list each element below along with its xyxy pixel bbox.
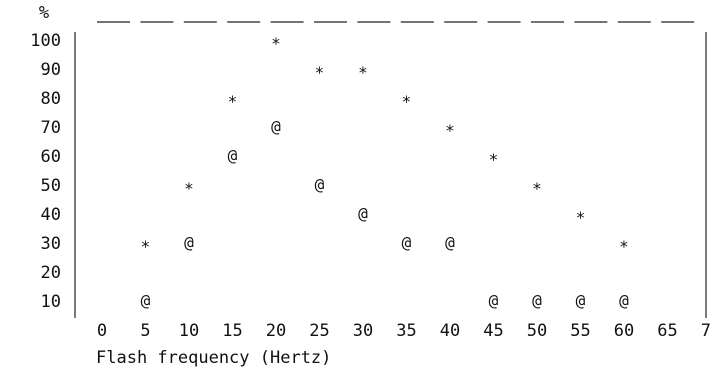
x-tick-label: 65 <box>657 321 677 341</box>
y-tick-label: 40 <box>41 205 61 225</box>
y-tick-label: 70 <box>41 118 61 138</box>
asterisk-point: * <box>489 150 499 169</box>
asterisk-point: * <box>271 34 281 53</box>
at-sign-point: @ <box>619 291 629 310</box>
y-tick-label: 50 <box>41 176 61 196</box>
y-tick-label: 80 <box>41 89 61 109</box>
series-at-sign: @ @ @ @ @ @ @ @ @ @ @ @ <box>141 117 630 310</box>
x-tick-label: 70 <box>701 321 712 341</box>
series-asterisk: * * * * * * * * * * * * <box>141 34 629 256</box>
at-sign-point: @ <box>228 146 238 165</box>
asterisk-point: * <box>532 179 542 198</box>
x-tick-label: 25 <box>309 321 329 341</box>
x-axis-label: Flash frequency (Hertz) <box>96 348 331 368</box>
x-axis-ticks: 0 5 10 15 20 25 30 35 40 45 50 55 60 65 70 <box>97 321 712 341</box>
asterisk-point: * <box>619 237 629 256</box>
at-sign-point: @ <box>315 175 325 194</box>
at-sign-point: @ <box>402 233 412 252</box>
x-tick-label: 0 <box>97 321 107 341</box>
at-sign-point: @ <box>184 233 194 252</box>
y-tick-label: 100 <box>30 31 61 51</box>
x-tick-label: 20 <box>266 321 286 341</box>
x-tick-label: 45 <box>483 321 503 341</box>
asterisk-point: * <box>184 179 194 198</box>
at-sign-point: @ <box>445 233 455 252</box>
asterisk-point: * <box>445 121 455 140</box>
at-sign-point: @ <box>141 291 151 310</box>
y-tick-label: 10 <box>41 292 61 312</box>
at-sign-point: @ <box>576 291 586 310</box>
y-tick-label: 20 <box>41 263 61 283</box>
x-tick-label: 30 <box>353 321 373 341</box>
asterisk-point: * <box>141 237 151 256</box>
at-sign-point: @ <box>271 117 281 136</box>
at-sign-point: @ <box>489 291 499 310</box>
plot-area: * * * * * * * * * * * * @ @ @ @ @ @ @ @ @ @ @ @ <box>141 34 630 310</box>
x-tick-label: 35 <box>396 321 416 341</box>
asterisk-point: * <box>358 63 368 82</box>
x-tick-label: 40 <box>440 321 460 341</box>
y-axis-unit-label: % <box>39 3 49 23</box>
asterisk-point: * <box>315 63 325 82</box>
x-tick-label: 10 <box>179 321 199 341</box>
x-tick-label: 50 <box>527 321 547 341</box>
y-axis-ticks: 100 90 80 70 60 50 40 30 20 10 <box>30 31 61 312</box>
asterisk-point: * <box>402 92 412 111</box>
x-tick-label: 60 <box>614 321 634 341</box>
x-tick-label: 55 <box>570 321 590 341</box>
y-tick-label: 60 <box>41 147 61 167</box>
asterisk-point: * <box>576 208 586 227</box>
x-tick-label: 15 <box>222 321 242 341</box>
asterisk-point: * <box>228 92 238 111</box>
at-sign-point: @ <box>358 204 368 223</box>
at-sign-point: @ <box>532 291 542 310</box>
x-tick-label: 5 <box>140 321 150 341</box>
y-tick-label: 30 <box>41 234 61 254</box>
y-tick-label: 90 <box>41 60 61 80</box>
